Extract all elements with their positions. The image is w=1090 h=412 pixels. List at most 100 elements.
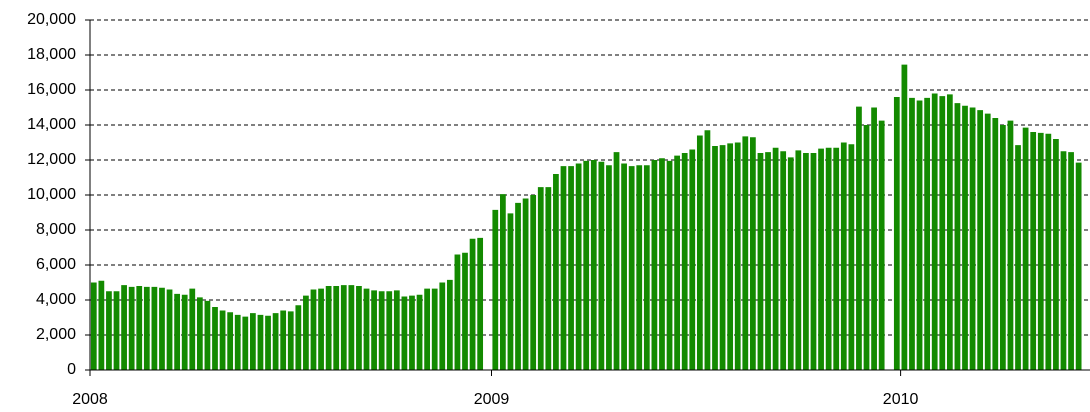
bar (643, 165, 650, 370)
bar (810, 153, 817, 370)
bar (189, 288, 196, 370)
bar (962, 105, 968, 370)
bar (272, 313, 279, 370)
bar (1007, 120, 1014, 370)
bar (1037, 132, 1044, 370)
bar (90, 282, 97, 370)
y-tick-label: 16,000 (27, 81, 76, 98)
bar (121, 285, 127, 370)
bar (469, 238, 476, 370)
bar (537, 187, 544, 370)
bar (560, 166, 567, 370)
bar (98, 280, 105, 370)
bar (1022, 127, 1029, 370)
bar (113, 291, 120, 370)
bar (128, 286, 135, 370)
bar (992, 118, 999, 370)
bar (818, 148, 824, 370)
bar (265, 315, 271, 370)
bar (159, 287, 165, 370)
y-tick-label: 14,000 (27, 116, 76, 133)
bar (462, 252, 468, 370)
bar (204, 300, 211, 370)
x-tick-label: 2008 (72, 391, 108, 408)
bar (780, 151, 787, 370)
bar (734, 142, 741, 370)
bar (1000, 125, 1006, 370)
bar (234, 314, 241, 370)
y-tick-label: 20,000 (27, 11, 76, 28)
bar (212, 307, 218, 370)
bar (666, 160, 673, 370)
bar (750, 137, 756, 370)
bar (363, 288, 370, 370)
bar (628, 166, 635, 370)
bar (1060, 151, 1067, 370)
bar (795, 150, 802, 370)
bar (719, 145, 726, 370)
bar (765, 152, 771, 370)
bar (424, 288, 430, 370)
bar (1075, 162, 1082, 370)
y-tick-label: 18,000 (27, 46, 76, 63)
bar (340, 285, 347, 370)
bar (553, 174, 559, 370)
bar (977, 110, 984, 370)
bar (477, 237, 484, 370)
bar (924, 97, 930, 370)
bar (522, 198, 529, 370)
bar (446, 279, 453, 370)
bar (621, 163, 627, 370)
bar (575, 163, 582, 370)
x-tick-label: 2009 (474, 391, 510, 408)
y-tick-label: 0 (67, 361, 76, 378)
bar (325, 286, 332, 370)
bar (257, 314, 264, 370)
bar (545, 187, 552, 370)
bar (409, 295, 415, 370)
bar (106, 291, 112, 370)
bar (378, 291, 385, 370)
bar (863, 125, 870, 370)
bar (696, 135, 703, 370)
bar (303, 295, 309, 370)
bar (636, 165, 643, 370)
bar (893, 97, 900, 370)
bar (242, 316, 249, 370)
bar (174, 293, 180, 370)
bar (136, 286, 143, 370)
bar (1053, 139, 1059, 370)
bar (143, 286, 150, 370)
bar (219, 310, 226, 370)
bar (856, 106, 862, 370)
bar (1045, 133, 1052, 370)
x-tick-label: 2010 (883, 391, 919, 408)
bar (757, 153, 764, 370)
bar (333, 286, 340, 370)
y-tick-label: 8,000 (36, 221, 76, 238)
bar (840, 142, 847, 370)
bar (439, 282, 446, 370)
bar (250, 313, 256, 370)
bar (151, 286, 158, 370)
bar (393, 290, 400, 370)
bar (704, 130, 711, 370)
bar (825, 147, 832, 370)
bar (833, 147, 840, 370)
bar (583, 160, 590, 370)
bar (742, 136, 749, 370)
bar (901, 64, 908, 370)
bar (613, 152, 620, 370)
bar (1030, 132, 1037, 370)
bar (871, 107, 877, 370)
y-tick-label: 2,000 (36, 326, 76, 343)
bar (848, 144, 855, 370)
bar (287, 311, 294, 370)
bar (946, 94, 953, 370)
bar (530, 195, 537, 370)
bar (492, 209, 499, 370)
bar (909, 97, 915, 370)
bar (318, 288, 324, 370)
bar (568, 166, 574, 370)
